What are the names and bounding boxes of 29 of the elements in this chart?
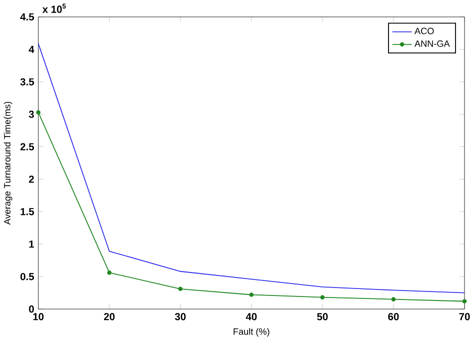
y-tick-label: 4 [28,46,34,53]
y-tick-label: 1 [29,240,34,248]
y-tick-label: 1.5 [20,208,34,216]
point [178,286,183,291]
x-tick-label: 30 [174,312,186,320]
y-tick-label: 0 [29,305,34,312]
legend-label: ACO [414,28,434,34]
text: x 10$^{5}$ [42,4,66,13]
y-tick-label: 2 [28,175,34,183]
y-tick-label: 0.5 [20,272,34,280]
point [320,295,325,300]
x-tick-label: 10 [33,312,44,320]
x-tick-label: 70 [459,312,470,320]
x-tick-label: 50 [317,312,328,320]
x-axis-title: Fault (%) [234,328,270,336]
point [107,270,112,275]
x-tick-label: 60 [388,312,399,320]
x-tick-label: 40 [246,312,257,320]
x-tick-label: 20 [104,312,115,320]
legend-label: ANN-GA [414,40,450,47]
y-tick-label: 3 [28,110,34,118]
point [391,296,396,302]
y-tick-label: 3.5 [20,78,34,86]
point [249,292,254,297]
y-axis-title: Average Turnaround Time(ms) [4,102,12,225]
y-tick-label: 4.5 [20,13,34,20]
point [36,110,40,114]
y-tick-label: 2.5 [20,142,34,150]
point [462,298,467,304]
